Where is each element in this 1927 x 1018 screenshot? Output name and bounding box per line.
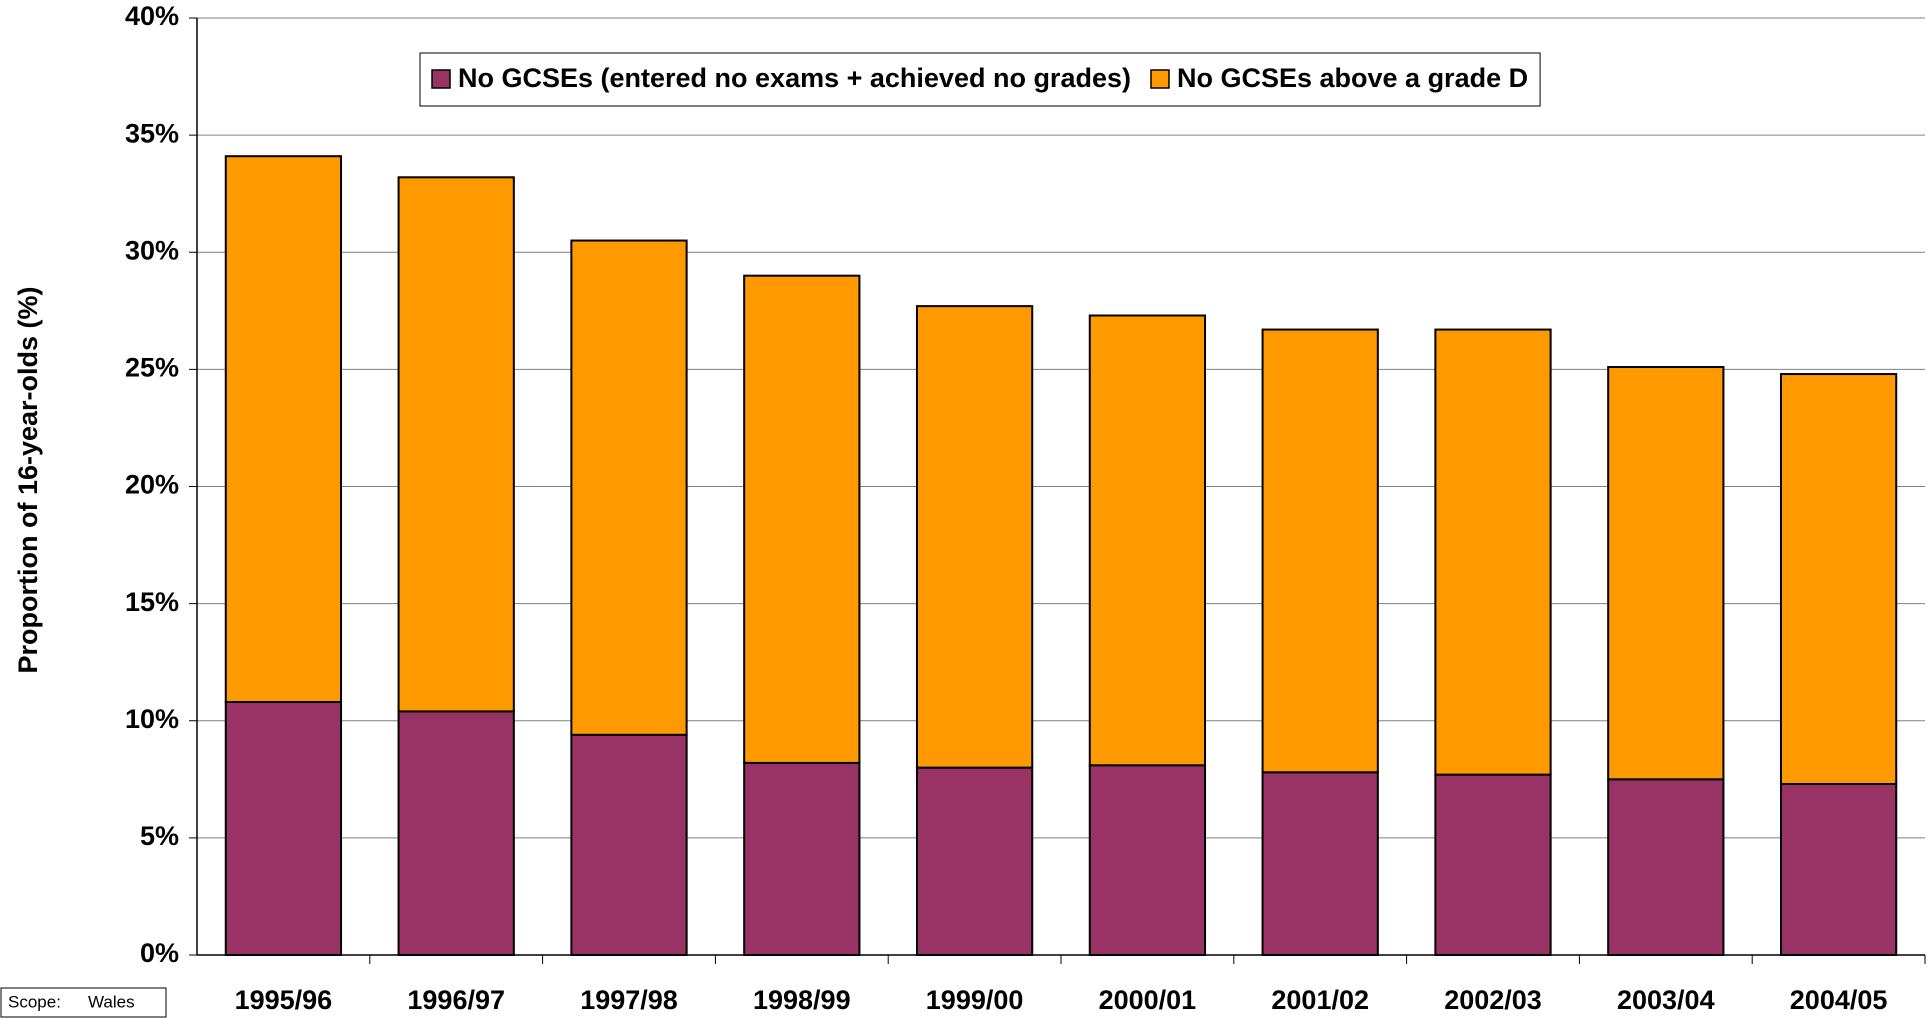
y-tick-label: 25% (125, 353, 179, 383)
y-tick-label: 30% (125, 235, 179, 265)
bar-segment (570, 733, 688, 956)
x-tick-label: 1996/97 (407, 985, 505, 1015)
bar-segment (1607, 778, 1725, 956)
x-tick-label: 2004/05 (1790, 985, 1888, 1015)
y-tick-label: 35% (125, 118, 179, 148)
x-tick-label: 1998/99 (753, 985, 851, 1015)
bar-segment (1434, 328, 1552, 776)
bar-segment (915, 766, 1034, 956)
scope-value: Wales (88, 992, 135, 1011)
y-tick-label: 40% (125, 1, 179, 31)
x-tick-label: 2000/01 (1099, 985, 1197, 1015)
bar-segment (224, 701, 343, 957)
x-tick-label: 1995/96 (235, 985, 333, 1015)
bar-segment (1261, 328, 1379, 774)
x-tick-label: 2001/02 (1271, 985, 1369, 1015)
y-tick-label: 20% (125, 470, 179, 500)
y-tick-label: 0% (140, 938, 179, 968)
bar-segment (397, 710, 515, 956)
y-tick-label: 5% (140, 821, 179, 851)
bar-segment (915, 305, 1034, 769)
legend-box (419, 52, 1541, 107)
legend-swatch (431, 69, 451, 89)
x-tick-label: 1999/00 (926, 985, 1024, 1015)
x-tick-label: 2003/04 (1617, 985, 1715, 1015)
bar-segment (1261, 771, 1379, 956)
bar-segment (743, 761, 861, 956)
bar-segment (1779, 373, 1898, 785)
bar-segment (570, 239, 688, 736)
x-tick-label: 1997/98 (580, 985, 678, 1015)
y-tick-label: 15% (125, 587, 179, 617)
scope-box (0, 987, 167, 1018)
legend-label: No GCSEs above a grade D (1177, 63, 1528, 93)
bar-segment (1434, 773, 1552, 956)
bar-segment (743, 274, 861, 764)
bar-segment (397, 176, 515, 713)
bar-segment (1779, 782, 1898, 956)
bar-segment (224, 155, 343, 704)
bar-segment (1088, 764, 1207, 956)
x-tick-label: 2002/03 (1444, 985, 1542, 1015)
legend-label: No GCSEs (entered no exams + achieved no… (458, 63, 1131, 93)
y-axis-label: Proportion of 16-year-olds (%) (13, 286, 43, 673)
y-tick-label: 10% (125, 704, 179, 734)
scope-label: Scope: (8, 992, 61, 1011)
bar-segment (1088, 314, 1207, 767)
legend-swatch (1150, 69, 1170, 89)
bar-segment (1607, 366, 1725, 781)
